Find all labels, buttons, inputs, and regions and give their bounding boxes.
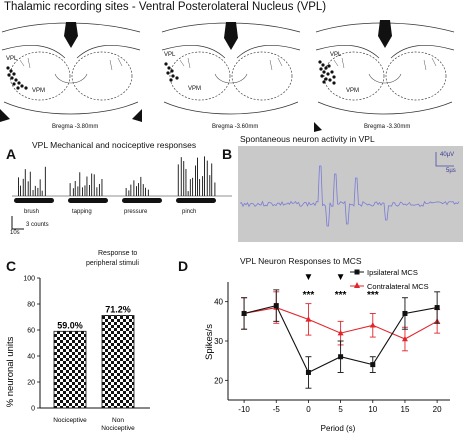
x-tick-label-d: 15 bbox=[401, 405, 410, 414]
panel-c-letter: C bbox=[6, 258, 17, 274]
vpl-label-3: VPL bbox=[330, 52, 342, 58]
significance-arrow: ▼ bbox=[303, 272, 313, 283]
scale-voltage-b: 40µV bbox=[440, 152, 455, 158]
panel-d-letter: D bbox=[178, 258, 189, 274]
data-point bbox=[337, 329, 344, 336]
x-tick-label-d: -10 bbox=[238, 405, 250, 414]
x-tick-label-d: 10 bbox=[368, 405, 377, 414]
stim-pinch: pinch bbox=[182, 209, 197, 215]
data-point bbox=[402, 310, 408, 316]
y-tick-label-d: 20 bbox=[214, 376, 223, 385]
x-tick-label-d: -5 bbox=[273, 405, 281, 414]
y-tick-label-c: 40 bbox=[27, 354, 35, 361]
atlas-slice-1 bbox=[0, 22, 142, 122]
panel-b-letter: B bbox=[222, 146, 233, 162]
stim-tapping: tapping bbox=[72, 209, 92, 215]
panel-d-title: VPL Neuron Responses to MCS bbox=[240, 256, 362, 266]
legend-marker bbox=[354, 282, 360, 288]
bregma-label-2: Bregma -3.60mm bbox=[212, 124, 259, 130]
panel-a-title: VPL Mechanical and nociceptive responses bbox=[32, 140, 197, 150]
atlas-slice-2 bbox=[161, 22, 301, 115]
category-label: Nociceptive bbox=[101, 425, 135, 432]
data-point bbox=[241, 310, 247, 316]
y-tick-label-d: 30 bbox=[214, 337, 223, 346]
data-point bbox=[401, 335, 408, 342]
vpl-label-1: VPL bbox=[6, 56, 18, 62]
bar bbox=[53, 330, 87, 409]
y-tick-label-d: 40 bbox=[214, 298, 223, 307]
ylabel-c: % neuronal units bbox=[5, 336, 16, 407]
data-point bbox=[305, 369, 311, 375]
legend-marker bbox=[354, 269, 360, 275]
ylabel-d: Spikes/s bbox=[204, 324, 215, 360]
xlabel-d: Period (s) bbox=[321, 424, 356, 433]
spike-trace bbox=[239, 152, 460, 227]
vpl-label-2: VPL bbox=[164, 52, 176, 58]
legend-label: Contralateral MCS bbox=[367, 282, 429, 291]
atlas-slices bbox=[0, 20, 455, 132]
data-point bbox=[338, 354, 344, 360]
data-point bbox=[273, 303, 279, 309]
figure-title: Thalamic recording sites - Ventral Poste… bbox=[4, 1, 327, 13]
y-tick-label-c: 20 bbox=[27, 380, 35, 387]
scale-counts-a: 3 counts bbox=[26, 222, 49, 228]
vpm-label-2: VPM bbox=[188, 86, 202, 92]
significance-arrow: ▼ bbox=[336, 272, 346, 283]
data-point bbox=[370, 362, 376, 368]
category-label: Nociceptive bbox=[53, 417, 87, 424]
bregma-label-3: Bregma -3.30mm bbox=[364, 124, 411, 130]
bar-chart: % neuronal units 0 20 40 60 80 100 59.0% 71.2%… bbox=[5, 276, 150, 432]
significance-stars: *** bbox=[335, 290, 347, 301]
bregma-label-1: Bregma -3.80mm bbox=[52, 124, 99, 130]
panel-a-histogram bbox=[11, 156, 232, 230]
bar-value-label: 59.0% bbox=[57, 320, 83, 330]
vpm-label-3: VPM bbox=[346, 88, 360, 94]
data-point bbox=[434, 305, 440, 311]
y-tick-label-c: 80 bbox=[27, 302, 35, 309]
significance-stars: *** bbox=[303, 290, 315, 301]
panel-a-letter: A bbox=[6, 146, 17, 162]
panel-b-title: Spontaneous neuron activity in VPL bbox=[240, 134, 375, 144]
y-tick-label-c: 0 bbox=[31, 406, 35, 413]
y-tick-label-c: 60 bbox=[27, 328, 35, 335]
vpm-label-1: VPM bbox=[32, 88, 46, 94]
x-tick-label-d: 20 bbox=[433, 405, 442, 414]
significance-stars: *** bbox=[367, 290, 379, 301]
bar-value-label: 71.2% bbox=[105, 304, 131, 314]
panel-c-title-1: Response to bbox=[98, 250, 138, 257]
bar bbox=[101, 315, 135, 409]
legend-label: Ipsilateral MCS bbox=[367, 268, 418, 277]
scale-time-b: 5µs bbox=[446, 168, 456, 174]
x-tick-label-d: 5 bbox=[338, 405, 343, 414]
y-tick-label-c: 100 bbox=[23, 276, 35, 283]
stim-pressure: pressure bbox=[124, 209, 148, 215]
trace-box bbox=[238, 146, 463, 242]
atlas-slice-3 bbox=[314, 20, 455, 132]
x-tick-label-d: 0 bbox=[306, 405, 311, 414]
stim-brush: brush bbox=[24, 209, 40, 215]
data-point bbox=[305, 316, 312, 322]
scale-time-a: 10s bbox=[10, 230, 20, 236]
category-label: Non bbox=[112, 417, 124, 424]
data-point bbox=[369, 322, 376, 328]
panel-c-title-2: peripheral stimuli bbox=[86, 260, 139, 267]
